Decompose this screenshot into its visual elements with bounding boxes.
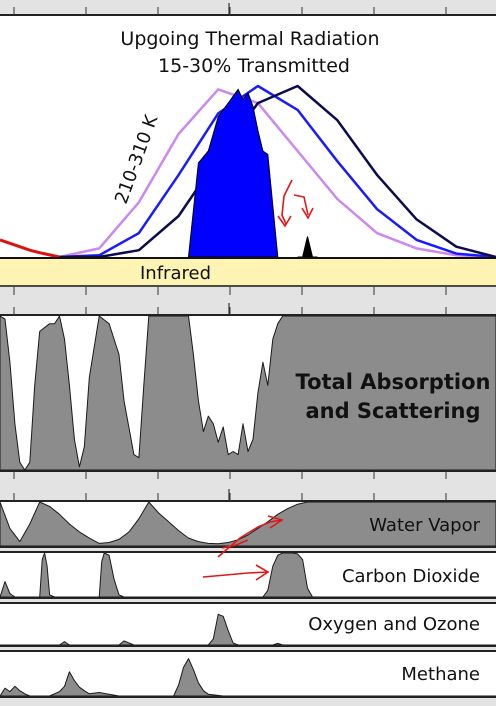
top-separator — [0, 0, 496, 15]
carbon-dioxide-area — [0, 552, 496, 598]
separator-5 — [0, 646, 496, 651]
oxygen-ozone-label: Oxygen and Ozone — [308, 614, 480, 635]
water-vapor-panel: Water Vapor — [0, 500, 496, 548]
methane-panel: Methane — [0, 650, 496, 698]
total-absorption-label-line2: and Scattering — [305, 399, 480, 423]
radiation-series — [0, 84, 496, 259]
arrow-1 — [281, 179, 293, 225]
absorption-fill-2 — [0, 501, 496, 547]
transmitted-area-4 — [188, 88, 279, 258]
blackbody-curve-1 — [59, 84, 496, 259]
tick-marks — [13, 3, 447, 501]
radiation-subtitle: 15-30% Transmitted — [158, 55, 350, 77]
arrow-2-head — [301, 207, 314, 220]
methane-area — [0, 658, 496, 697]
absorption-fill-1 — [0, 315, 496, 471]
arrow-1-head — [277, 215, 292, 228]
arrow-4 — [221, 539, 249, 549]
methane-label: Methane — [401, 664, 480, 685]
separator-2 — [0, 471, 496, 501]
arrow-3 — [217, 519, 283, 558]
radiation-title: Upgoing Thermal Radiation — [120, 28, 379, 50]
total-absorption-label-line1: Total Absorption — [296, 370, 491, 394]
separator-3 — [0, 547, 496, 552]
absorption-fill-3 — [0, 552, 496, 598]
bottom-separator — [0, 697, 496, 706]
infrared-label: Infrared — [140, 263, 211, 284]
arrow-3-head — [267, 515, 284, 529]
transmitted-area-5 — [297, 236, 318, 258]
blackbody-curve-0 — [59, 88, 496, 259]
absorption-fill-5 — [0, 658, 496, 697]
separator-4 — [0, 598, 496, 603]
oxygen-ozone-panel: Oxygen and Ozone — [0, 602, 496, 647]
temperature-range-label: 210-310 K — [111, 111, 163, 206]
arrow-2 — [293, 194, 309, 216]
total-absorption-area — [0, 315, 496, 471]
carbon-dioxide-label: Carbon Dioxide — [342, 566, 480, 587]
infrared-band — [0, 258, 496, 286]
separator-1 — [0, 287, 496, 315]
radiation-panel: Upgoing Thermal Radiation 15-30% Transmi… — [0, 14, 496, 287]
water-vapor-area — [0, 501, 496, 547]
water-vapor-label: Water Vapor — [369, 515, 480, 536]
carbon-dioxide-panel: Carbon Dioxide — [0, 551, 496, 599]
arrow-5 — [202, 571, 269, 578]
total-absorption-panel: Total Absorption and Scattering — [0, 314, 496, 472]
blackbody-curve-3 — [0, 238, 60, 259]
blackbody-curve-2 — [59, 84, 496, 259]
red-annotation-arrows — [202, 179, 314, 581]
arrow-5-head — [255, 564, 270, 581]
